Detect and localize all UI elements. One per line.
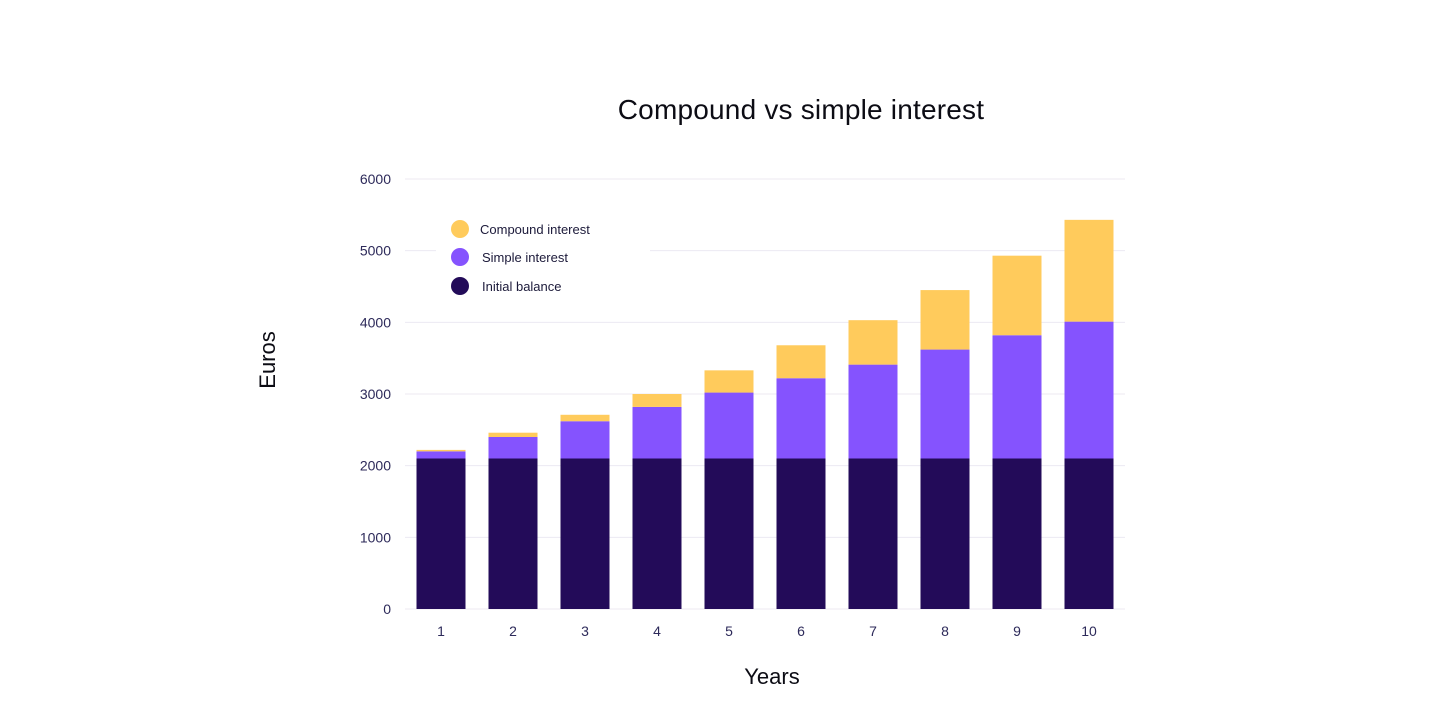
y-axis-ticks: 0 1000 2000 3000 4000 5000 6000 [360,171,391,617]
bar-segment-compound-interest [1064,219,1114,322]
y-tick-label: 4000 [360,314,391,330]
y-tick-label: 3000 [360,386,391,402]
bar-segment-simple-interest [632,406,682,459]
bar-segment-compound-interest [488,432,538,437]
bar-segment-simple-interest [920,349,970,459]
bar-segment-simple-interest [704,392,754,459]
bar-segment-compound-interest [776,345,826,379]
legend-background [436,206,650,302]
x-axis-ticks: 1 2 3 4 5 6 7 8 9 10 [437,623,1097,639]
x-tick-label: 2 [509,623,517,639]
x-tick-label: 5 [725,623,733,639]
y-tick-label: 5000 [360,243,391,259]
bar-segment-compound-interest [560,414,610,422]
bar-segment-compound-interest [992,255,1042,336]
bar-segment-simple-interest [992,335,1042,459]
legend-label: Initial balance [482,279,562,294]
x-tick-label: 9 [1013,623,1021,639]
bar-segment-initial-balance [920,458,970,609]
legend-label: Simple interest [482,250,568,265]
bar-segment-initial-balance [704,458,754,609]
x-tick-label: 7 [869,623,877,639]
legend-swatch [451,248,469,266]
bar-segment-compound-interest [632,394,682,407]
bar-segment-initial-balance [776,458,826,609]
bar-segment-simple-interest [488,437,538,459]
x-tick-label: 10 [1081,623,1097,639]
bar-segment-compound-interest [704,370,754,393]
bar-segment-simple-interest [560,421,610,459]
legend-swatch [451,277,469,295]
bar-segment-initial-balance [416,458,466,609]
y-axis-title: Euros [255,331,280,388]
bar-segment-simple-interest [1064,321,1114,459]
bar-segment-initial-balance [632,458,682,609]
y-tick-label: 6000 [360,171,391,187]
y-tick-label: 1000 [360,529,391,545]
x-tick-label: 6 [797,623,805,639]
bar-segment-compound-interest [848,320,898,365]
legend: Compound interest Simple interest Initial … [436,206,650,302]
y-tick-label: 0 [383,601,391,617]
y-tick-label: 2000 [360,458,391,474]
bar-segment-simple-interest [416,451,466,459]
bar-segment-initial-balance [560,458,610,609]
bar-segment-initial-balance [992,458,1042,609]
legend-swatch [451,220,469,238]
bar-segment-initial-balance [1064,458,1114,609]
bars [416,219,1114,609]
bar-segment-initial-balance [488,458,538,609]
x-axis-title: Years [744,664,799,689]
x-tick-label: 4 [653,623,661,639]
bar-segment-compound-interest [920,290,970,350]
x-tick-label: 1 [437,623,445,639]
x-tick-label: 8 [941,623,949,639]
bar-segment-simple-interest [848,364,898,459]
bar-segment-compound-interest [416,449,466,452]
x-tick-label: 3 [581,623,589,639]
bar-segment-simple-interest [776,378,826,459]
bar-segment-initial-balance [848,458,898,609]
chart-title: Compound vs simple interest [617,94,985,125]
legend-label: Compound interest [480,222,590,237]
